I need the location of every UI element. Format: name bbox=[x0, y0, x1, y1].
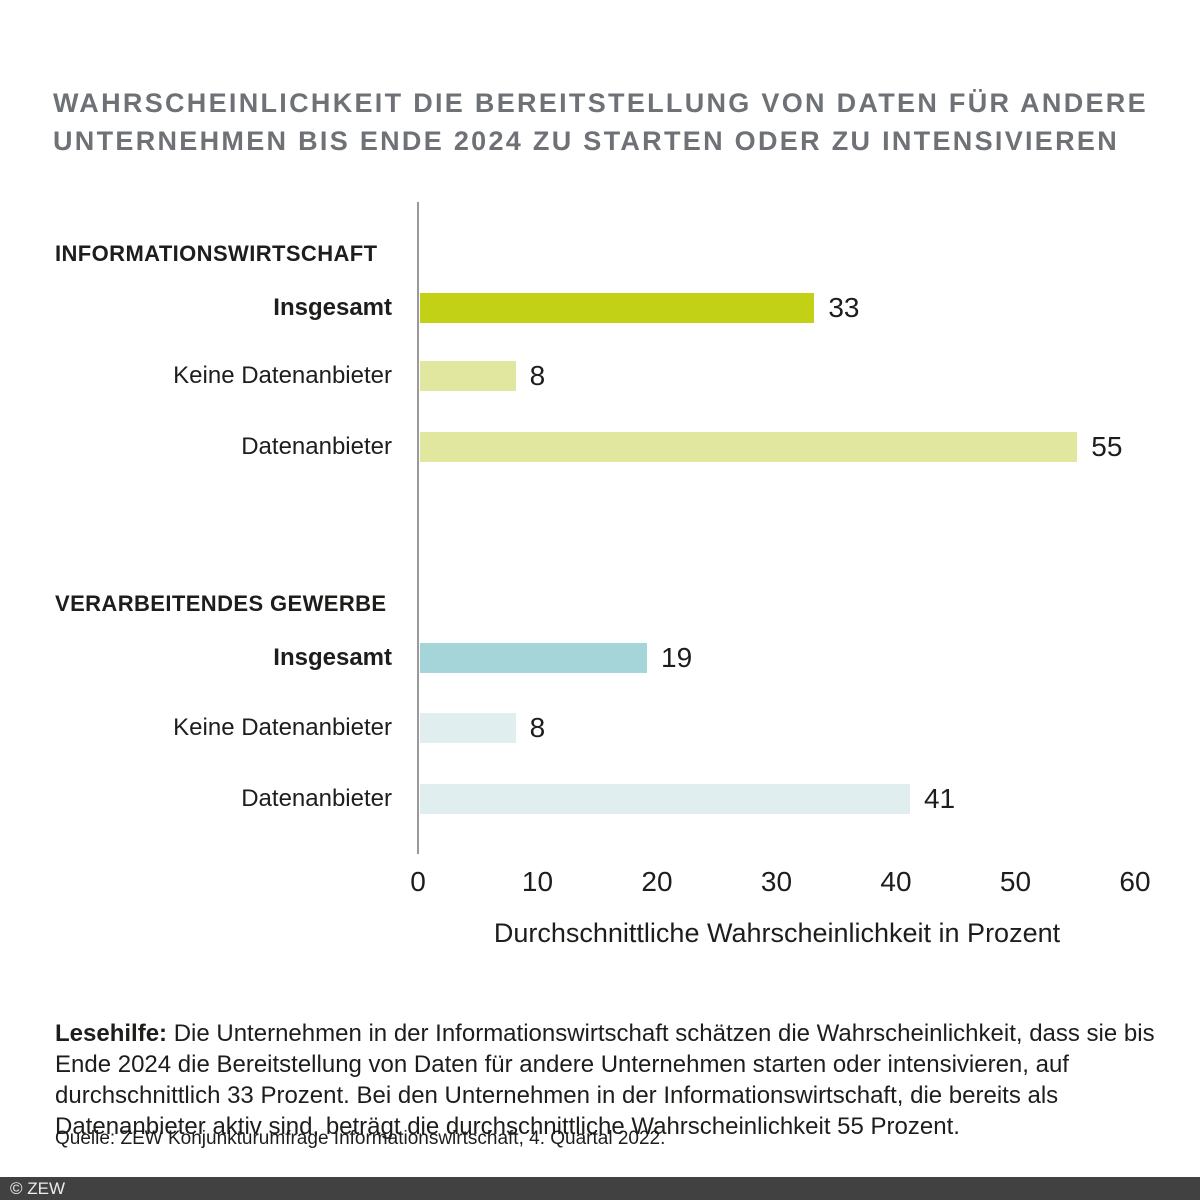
bar-label: Datenanbieter bbox=[241, 785, 392, 812]
page-title: WAHRSCHEINLICHKEIT DIE BEREITSTELLUNG VO… bbox=[53, 84, 1163, 160]
bar bbox=[420, 432, 1078, 462]
bar bbox=[420, 293, 815, 323]
page-title-line-2: UNTERNEHMEN BIS ENDE 2024 ZU STARTEN ODE… bbox=[53, 126, 1120, 156]
bar bbox=[420, 361, 516, 391]
bar-value-label: 55 bbox=[1091, 431, 1123, 462]
bar bbox=[420, 784, 910, 814]
bar-label: Insgesamt bbox=[273, 294, 392, 321]
x-tick-label: 50 bbox=[999, 866, 1032, 897]
bar-value-label: 41 bbox=[923, 783, 956, 814]
source-note: Quelle: ZEW Konjunkturumfrage Informatio… bbox=[55, 1128, 666, 1149]
bar bbox=[420, 643, 648, 673]
group-label: INFORMATIONSWIRTSCHAFT bbox=[55, 241, 378, 266]
bar-value-label: 33 bbox=[828, 292, 860, 323]
x-tick-label: 60 bbox=[1119, 866, 1151, 897]
group-label: VERARBEITENDES GEWERBE bbox=[55, 591, 387, 616]
footer-bar: © ZEW bbox=[0, 1177, 1200, 1200]
x-tick-label: 20 bbox=[641, 866, 673, 897]
bar-label: Datenanbieter bbox=[241, 433, 392, 460]
bar-label: Insgesamt bbox=[273, 644, 392, 671]
page-title-line-1: WAHRSCHEINLICHKEIT DIE BEREITSTELLUNG VO… bbox=[53, 88, 1148, 118]
x-tick-label: 40 bbox=[880, 866, 912, 897]
copyright-label: © ZEW bbox=[10, 1179, 66, 1198]
bar-value-label: 8 bbox=[529, 712, 546, 743]
y-axis-line bbox=[417, 202, 419, 854]
x-tick-label: 10 bbox=[521, 866, 554, 897]
x-axis-label: Durchschnittliche Wahrscheinlichkeit in … bbox=[493, 918, 1061, 948]
bar-label: Keine Datenanbieter bbox=[173, 714, 392, 741]
bar-value-label: 8 bbox=[529, 360, 546, 391]
bar bbox=[420, 713, 516, 743]
reading-aid-text: Die Unternehmen in der Informationswirts… bbox=[55, 1020, 1155, 1140]
bar-label: Keine Datenanbieter bbox=[173, 362, 392, 389]
x-tick-label: 0 bbox=[410, 866, 426, 897]
reading-aid-label: Lesehilfe: bbox=[55, 1020, 168, 1047]
reading-aid-paragraph: Lesehilfe: Die Unternehmen in der Inform… bbox=[55, 1018, 1157, 1142]
bar-value-label: 19 bbox=[661, 642, 693, 673]
x-tick-label: 30 bbox=[760, 866, 793, 897]
